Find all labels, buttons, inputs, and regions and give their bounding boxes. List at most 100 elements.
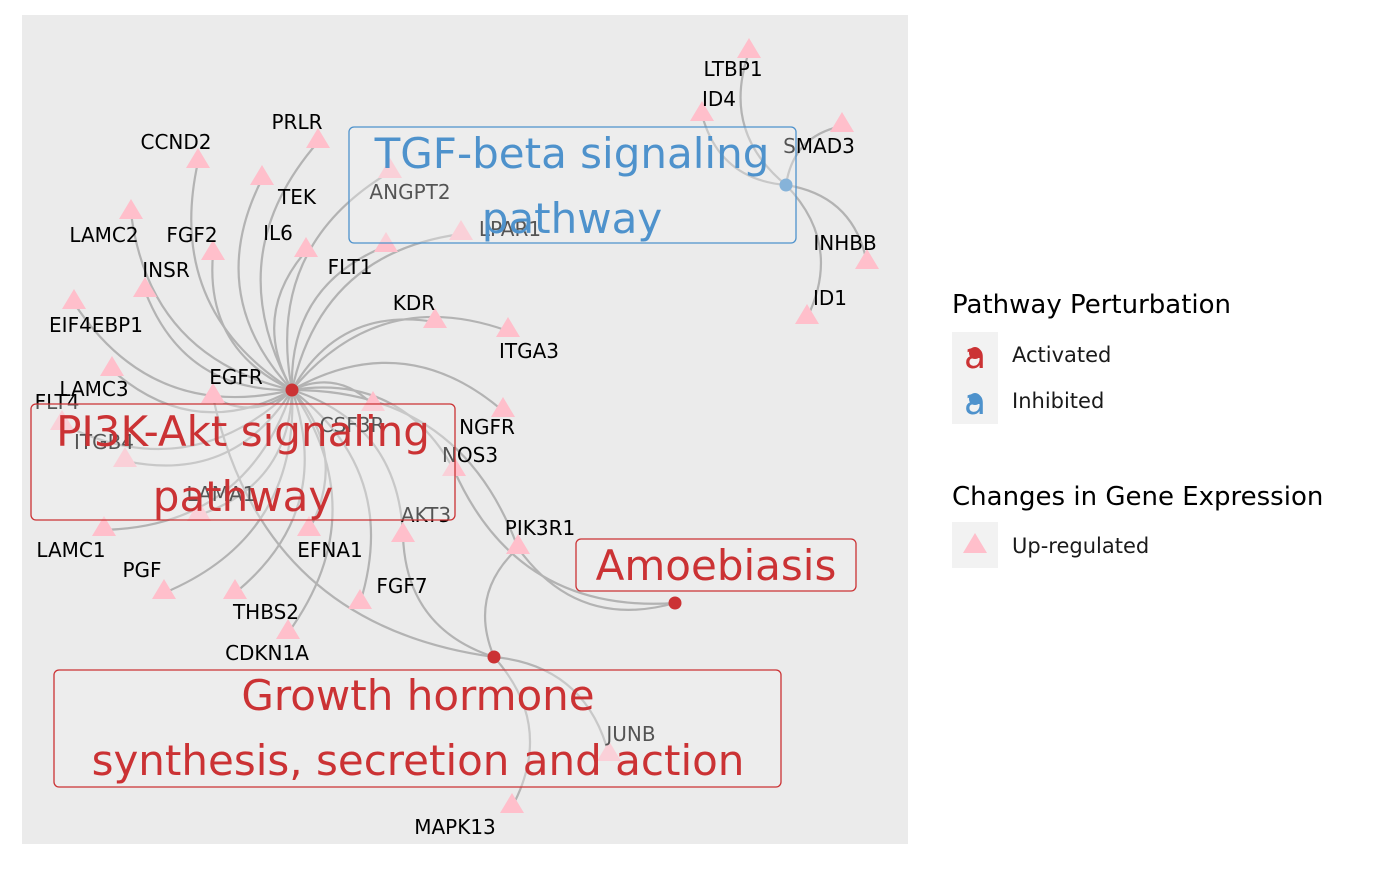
- gene-label-mapk13: MAPK13: [414, 815, 496, 839]
- gene-node-lamc1[interactable]: [92, 516, 116, 536]
- legend-title-perturbation: Pathway Perturbation: [952, 290, 1231, 320]
- edge-akt3-gh: [401, 535, 495, 659]
- gene-node-itga3[interactable]: [496, 317, 520, 337]
- edge-ltbp1-tgf: [739, 51, 787, 186]
- gene-node-egfr[interactable]: [201, 383, 225, 403]
- gene-label-fgf2: FGF2: [166, 223, 217, 247]
- edge-mapk13-gh: [493, 656, 532, 808]
- gene-label-prlr: PRLR: [272, 110, 323, 134]
- gene-node-angpt2[interactable]: [378, 158, 402, 178]
- gene-label-ccnd2: CCND2: [140, 130, 211, 154]
- pathway-label-box-tgf: [348, 126, 797, 244]
- gene-node-pik3r1[interactable]: [506, 534, 530, 554]
- gene-label-efna1: EFNA1: [297, 538, 363, 562]
- edge-id4-tgf: [700, 114, 787, 187]
- legend-key-inhibited-dot: [969, 393, 981, 405]
- gene-node-lpar1[interactable]: [449, 220, 473, 240]
- gene-node-akt3[interactable]: [391, 522, 415, 542]
- gene-node-fgf7[interactable]: [348, 589, 372, 609]
- pathway-label-box-gh: [53, 669, 782, 788]
- gene-label-lamc3: LAMC3: [59, 377, 128, 401]
- gene-label-kdr: KDR: [393, 291, 436, 315]
- edge-ccnd2-pi3k: [190, 161, 293, 391]
- edge-fgf2-pi3k: [211, 253, 293, 391]
- pathway-label-tgf-line1: TGF-beta signaling: [374, 129, 770, 178]
- gene-node-ngfr[interactable]: [491, 397, 515, 417]
- pathway-node-tgf[interactable]: [779, 178, 793, 192]
- gene-node-smad3[interactable]: [830, 112, 854, 132]
- pathway-node-pi3k[interactable]: [285, 383, 299, 397]
- edge-flt1-pi3k: [290, 244, 387, 391]
- gene-node-insr[interactable]: [133, 277, 157, 297]
- edge-il6-pi3k: [273, 250, 307, 391]
- pathway-node-gh[interactable]: [487, 650, 501, 664]
- gene-node-il6[interactable]: [294, 237, 318, 257]
- edge-angpt2-pi3k: [286, 171, 391, 391]
- gene-label-itgb4: ITGB4: [74, 430, 134, 454]
- gene-node-nos3[interactable]: [442, 456, 466, 476]
- gene-node-kdr[interactable]: [423, 308, 447, 328]
- gene-label-ngfr: NGFR: [459, 415, 515, 439]
- gene-node-fgf2[interactable]: [201, 240, 225, 260]
- pathway-node-amoeb[interactable]: [668, 596, 682, 610]
- gene-node-eif4ebp1[interactable]: [62, 289, 86, 309]
- gene-node-pgf[interactable]: [152, 579, 176, 599]
- gene-label-smad3: SMAD3: [783, 134, 855, 158]
- gene-node-junb[interactable]: [597, 741, 621, 761]
- legend-label-inhibited: Inhibited: [1012, 389, 1104, 413]
- gene-label-egfr: EGFR: [209, 365, 263, 389]
- gene-node-lamc3[interactable]: [100, 356, 124, 376]
- gene-label-tek: TEK: [277, 185, 317, 209]
- edge-fgf7-pi3k: [291, 389, 373, 604]
- legend-key-activated-dot: [969, 347, 981, 359]
- gene-label-flt4: FLT4: [35, 390, 80, 414]
- edge-pgf-pi3k: [163, 389, 294, 595]
- gene-node-csf3r[interactable]: [361, 391, 385, 411]
- gene-node-flt4[interactable]: [50, 410, 74, 430]
- gene-label-lpar1: LPAR1: [479, 217, 541, 241]
- gene-label-junb: JUNB: [604, 722, 655, 746]
- gene-node-inhbb[interactable]: [855, 249, 879, 269]
- gene-node-efna1[interactable]: [297, 516, 321, 536]
- edge-insr-pi3k: [143, 290, 293, 392]
- gene-node-mapk13[interactable]: [500, 793, 524, 813]
- gene-label-thbs2: THBS2: [232, 600, 299, 624]
- edge-lamc1-pi3k: [103, 389, 294, 532]
- pathway-label-gh-line1: Growth hormone: [241, 671, 594, 720]
- gene-node-cdkn1a[interactable]: [276, 619, 300, 639]
- gene-label-itga3: ITGA3: [499, 339, 559, 363]
- edge-eif4ebp1-pi3k: [73, 302, 293, 399]
- edge-junb-gh: [493, 655, 611, 756]
- gene-node-id1[interactable]: [795, 304, 819, 324]
- gene-node-ltbp1[interactable]: [737, 38, 761, 58]
- gene-node-thbs2[interactable]: [223, 579, 247, 599]
- gene-label-lama1: LAMA1: [187, 482, 256, 506]
- gene-node-prlr[interactable]: [306, 128, 330, 148]
- node-layer: [50, 38, 879, 813]
- edge-cdkn1a-pi3k: [287, 389, 334, 634]
- gene-node-lama1[interactable]: [187, 501, 211, 521]
- edge-pik3r1-amoeb: [517, 547, 676, 611]
- edge-thbs2-pi3k: [234, 389, 306, 594]
- gene-node-tek[interactable]: [250, 165, 274, 185]
- gene-node-flt1[interactable]: [374, 232, 398, 252]
- gene-node-id4[interactable]: [690, 101, 714, 121]
- pathway-label-pi3k-line2: pathway: [153, 472, 333, 521]
- gene-label-csf3r: CSF3R: [320, 413, 385, 437]
- gene-node-lamc2[interactable]: [119, 199, 143, 219]
- edge-inhbb-tgf: [785, 183, 869, 264]
- edge-lamc3-pi3k: [111, 369, 293, 414]
- edge-id1-tgf: [785, 184, 823, 319]
- edge-itga3-pi3k: [291, 315, 509, 391]
- gene-label-layer: LTBP1 ID4 SMAD3 INHBB ID1 PRLR CCND2 TEK ANGPT2 L…: [35, 57, 877, 839]
- gene-node-ccnd2[interactable]: [186, 148, 210, 168]
- edge-akt3-pi3k: [291, 388, 405, 537]
- gene-label-lamc2: LAMC2: [69, 223, 138, 247]
- pathway-label-box-amoeb: [575, 538, 857, 592]
- edge-nos3-amoeb: [452, 469, 676, 605]
- gene-node-itgb4[interactable]: [113, 447, 137, 467]
- edge-pik3r1-gh: [483, 547, 519, 658]
- gene-label-pik3r1: PIK3R1: [505, 516, 575, 540]
- pathway-label-layer: TGF-beta signaling pathway PI3K-Akt signal…: [30, 126, 857, 788]
